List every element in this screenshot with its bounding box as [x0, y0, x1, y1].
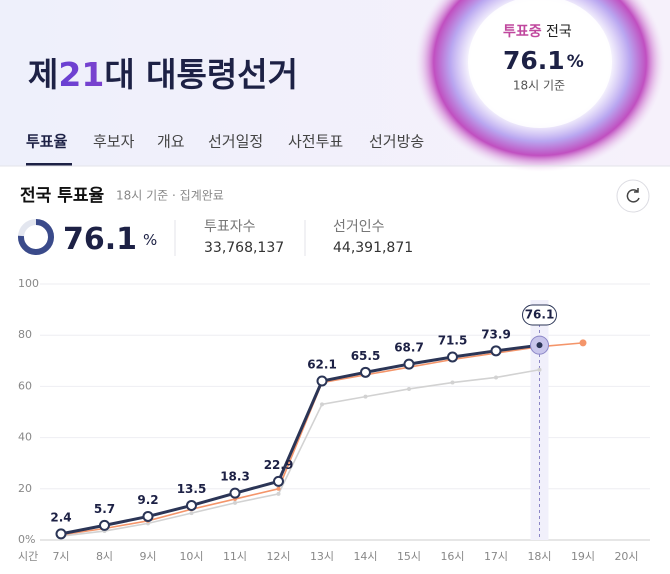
point: [316, 375, 328, 387]
tab[interactable]: 사전투표: [288, 133, 343, 151]
point: [320, 402, 324, 407]
rate-unit: %: [143, 231, 157, 249]
point: [579, 339, 587, 347]
header-rate: 76.1%: [503, 46, 584, 75]
value-label: 76.1: [525, 308, 555, 322]
value-label: 22.9: [264, 458, 294, 472]
status-badge: 투표중: [503, 24, 542, 40]
active-tab-indicator: [26, 163, 72, 166]
header-art-center: [468, 0, 612, 128]
section-subtitle: 18시 기준 · 집계완료: [116, 189, 224, 203]
point: [186, 499, 197, 511]
y-tick-label: 40: [18, 431, 32, 444]
y-tick-label: 20: [18, 482, 32, 495]
point: [273, 475, 284, 487]
x-tick-label: 12시: [266, 550, 290, 563]
section-title: 전국 투표율: [20, 186, 104, 206]
value-label: 65.5: [351, 349, 381, 363]
title-part: 제: [28, 55, 58, 94]
x-tick-label: 16시: [440, 550, 464, 563]
point: [276, 491, 281, 496]
y-tick-label: 100: [18, 277, 39, 290]
value-label: 2.4: [50, 510, 71, 524]
refresh-button[interactable]: [616, 179, 650, 213]
tab[interactable]: 투표율: [26, 133, 68, 151]
region: 전국: [546, 24, 572, 40]
tab[interactable]: 선거일정: [208, 133, 263, 151]
value-label: 68.7: [394, 341, 424, 355]
x-tick-label: 17시: [484, 550, 508, 563]
tab[interactable]: 개요: [157, 133, 185, 151]
y-tick-label: 60: [18, 379, 32, 392]
tab[interactable]: 선거방송: [369, 133, 424, 151]
value-label: 62.1: [307, 358, 337, 372]
y-tick-label: 0%: [18, 533, 35, 546]
x-tick-label: 18시: [527, 550, 551, 563]
series-line: [60, 343, 540, 536]
x-tick-label: 9시: [139, 550, 156, 563]
point: [360, 366, 371, 378]
series-line: [60, 368, 540, 537]
point: [494, 375, 498, 380]
x-tick-label: 11시: [223, 550, 247, 563]
x-tick-label: 20시: [614, 550, 638, 563]
point: [407, 386, 411, 391]
point: [142, 510, 154, 522]
value-label: 71.5: [438, 333, 468, 347]
stat-value: 44,391,871: [333, 240, 413, 256]
point: [450, 380, 455, 385]
rate-unit: %: [567, 52, 584, 72]
point: [447, 351, 458, 363]
point: [189, 511, 194, 516]
point: [490, 345, 502, 357]
value-label: 5.7: [94, 502, 115, 516]
point: [99, 519, 110, 531]
tab-bar: 투표율 후보자 개요 선거일정 사전투표 선거방송: [26, 133, 424, 151]
x-tick-label: 7시: [52, 550, 69, 563]
x-tick-label: 19시: [571, 550, 595, 563]
rate-value: 76.1: [63, 222, 137, 257]
summary-rate: 76.1%: [63, 222, 157, 257]
chart: 0% 20 40 60 80 100 시간 7시 8시 9시 10시 11시 12시 13시 14시 15시 1…: [18, 277, 650, 563]
x-tick-label: 14시: [353, 550, 377, 563]
point: [55, 528, 67, 540]
rate-value: 76.1: [503, 46, 565, 75]
value-callout: [522, 304, 557, 326]
point: [229, 487, 241, 499]
point: [403, 358, 415, 370]
x-axis-label: 시간: [18, 550, 38, 563]
tab[interactable]: 후보자: [93, 133, 135, 151]
x-tick-label: 10시: [179, 550, 203, 563]
title-number: 21: [58, 55, 104, 94]
stat-label: 투표자수: [204, 219, 256, 235]
point: [276, 486, 281, 491]
point: [363, 394, 368, 399]
value-label: 9.2: [137, 493, 158, 507]
value-label: 13.5: [177, 482, 207, 496]
point: [536, 342, 543, 349]
stat-label: 선거인수: [333, 219, 385, 235]
value-label: 73.9: [481, 327, 511, 341]
y-tick-label: 80: [18, 328, 32, 341]
value-label: 18.3: [220, 470, 250, 484]
rate-basis: 18시 기준: [513, 79, 565, 93]
title-part: 대 대통령선거: [104, 55, 298, 94]
donut-arc: [18, 219, 54, 255]
x-tick-label: 15시: [397, 550, 421, 563]
x-tick-label: 13시: [310, 550, 334, 563]
x-tick-label: 8시: [96, 550, 113, 563]
refresh-icon: [626, 188, 640, 203]
point: [537, 367, 542, 372]
stat-value: 33,768,137: [204, 240, 284, 256]
page-title: 제21대 대통령선거: [28, 55, 298, 94]
point: [233, 500, 237, 505]
